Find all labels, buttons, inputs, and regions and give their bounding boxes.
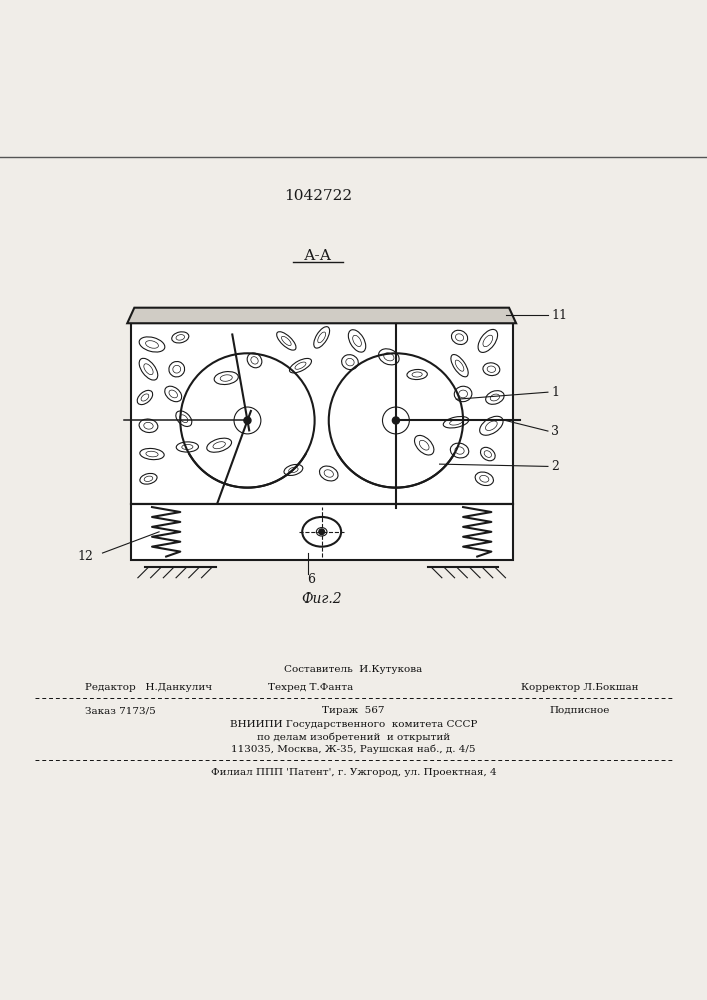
Text: 11: 11 [551,309,568,322]
Bar [131,323,513,504]
Text: 12: 12 [78,550,93,563]
Circle shape [319,529,325,535]
Text: Корректор Л.Бокшан: Корректор Л.Бокшан [521,683,638,692]
Text: Тираж  567: Тираж 567 [322,706,385,715]
Circle shape [392,417,399,424]
Text: Заказ 7173/5: Заказ 7173/5 [85,706,156,715]
Text: 113035, Москва, Ж-35, Раушская наб., д. 4/5: 113035, Москва, Ж-35, Раушская наб., д. … [231,744,476,754]
Text: Составитель  И.Кутукова: Составитель И.Кутукова [284,665,423,674]
Text: по делам изобретений  и открытий: по делам изобретений и открытий [257,732,450,742]
Polygon shape [127,308,516,323]
Bar [131,504,513,560]
Text: 1042722: 1042722 [284,189,352,203]
Text: Подписное: Подписное [549,706,610,715]
Text: 1: 1 [551,386,559,399]
Text: 2: 2 [551,460,559,473]
Text: Филиал ППП 'Патент', г. Ужгород, ул. Проектная, 4: Филиал ППП 'Патент', г. Ужгород, ул. Про… [211,768,496,777]
Circle shape [244,417,251,424]
Text: Техред Т.Фанта: Техред Т.Фанта [269,683,354,692]
Text: 3: 3 [551,425,559,438]
Text: 6: 6 [307,573,315,586]
Text: Фиг.2: Фиг.2 [301,592,342,606]
Text: ВНИИПИ Государственного  комитета СССР: ВНИИПИ Государственного комитета СССР [230,720,477,729]
Text: Редактор   Н.Данкулич: Редактор Н.Данкулич [85,683,212,692]
Text: А-А: А-А [304,249,332,263]
